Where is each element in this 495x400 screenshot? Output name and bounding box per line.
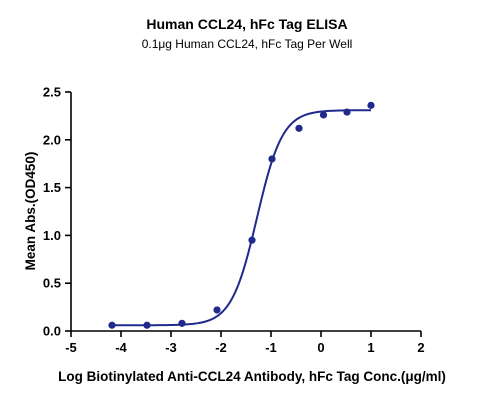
- chart-subtitle: 0.1μg Human CCL24, hFc Tag Per Well: [142, 37, 353, 51]
- y-tick-label: 1.5: [43, 180, 61, 195]
- x-tick-label: -5: [65, 340, 77, 355]
- data-point: [108, 321, 116, 329]
- data-point: [319, 111, 328, 119]
- y-tick-label: 2.0: [43, 132, 61, 147]
- data-point: [143, 321, 151, 329]
- data-point: [213, 306, 221, 314]
- x-tick-label: -2: [215, 340, 227, 355]
- y-tick-label: 2.5: [43, 85, 61, 100]
- x-tick-label: 2: [417, 340, 424, 355]
- x-tick-label: 0: [317, 340, 324, 355]
- plot-area: [108, 101, 375, 329]
- x-tick-label: -1: [265, 340, 277, 355]
- data-point: [268, 155, 276, 163]
- x-axis: -5 -4 -3 -2 -1 0 1 2: [65, 330, 425, 355]
- data-point: [367, 101, 375, 109]
- x-tick-label: 1: [367, 340, 374, 355]
- y-tick-label: 0.0: [43, 324, 61, 339]
- y-axis-label: Mean Abs.(OD450): [23, 152, 38, 271]
- fit-curve: [112, 109, 372, 327]
- x-tick-label: -3: [165, 340, 177, 355]
- data-point: [178, 319, 186, 327]
- y-tick-label: 0.5: [43, 276, 61, 291]
- data-point: [343, 108, 351, 116]
- data-point: [248, 236, 256, 244]
- x-axis-label: Log Biotinylated Anti-CCL24 Antibody, hF…: [58, 369, 446, 384]
- x-tick-label: -4: [115, 340, 127, 355]
- y-tick-label: 1.0: [43, 228, 61, 243]
- data-point: [295, 124, 303, 132]
- chart-title: Human CCL24, hFc Tag ELISA: [146, 16, 347, 32]
- y-axis: 0.0 0.5 1.0 1.5 2.0 2.5: [43, 85, 72, 339]
